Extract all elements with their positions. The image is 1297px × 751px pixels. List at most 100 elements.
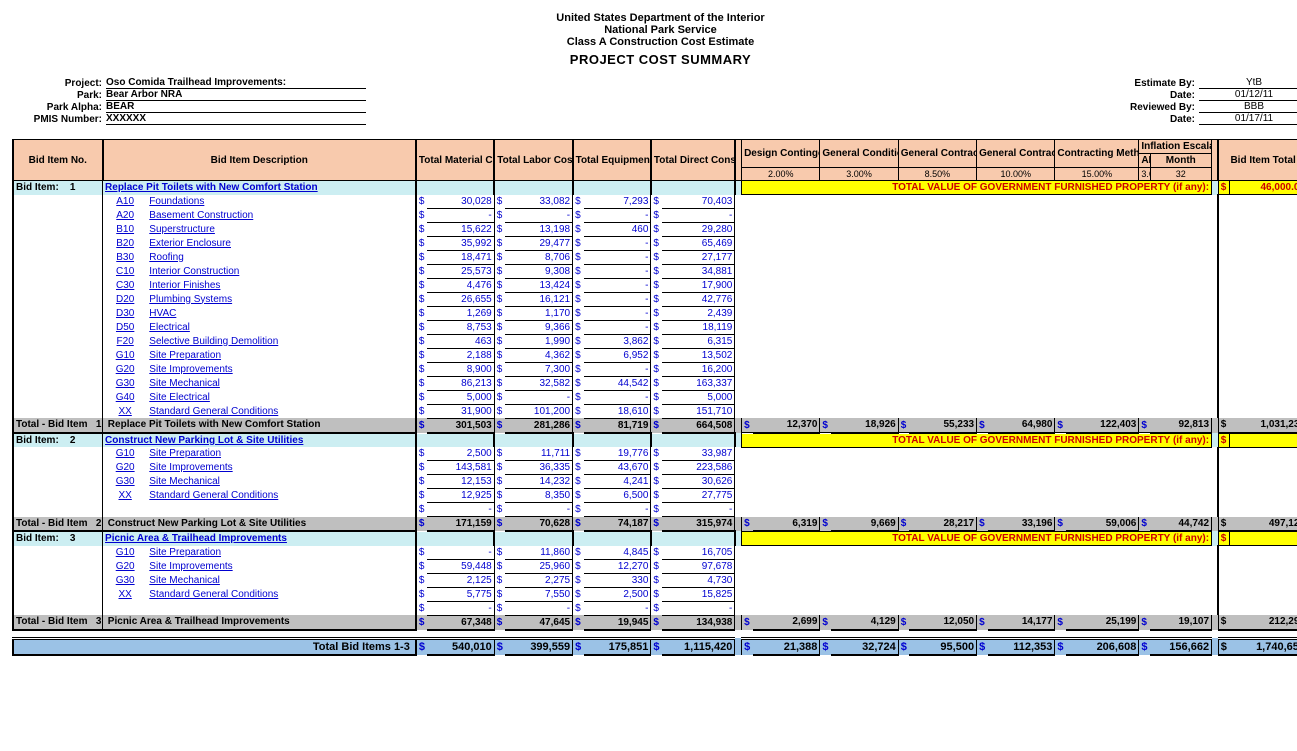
line-desc[interactable]: Superstructure (147, 222, 416, 236)
line-desc[interactable]: HVAC (147, 306, 416, 320)
amount: 29,477 (505, 236, 572, 250)
amount: 6,952 (584, 348, 651, 362)
line-code[interactable]: XX (103, 489, 148, 503)
line-desc[interactable]: Site Improvements (147, 559, 416, 573)
meta-label: Estimate By: (1134, 78, 1199, 89)
line-desc[interactable]: Site Electrical (147, 390, 416, 404)
line-desc[interactable]: Site Preparation (147, 546, 416, 560)
line-desc[interactable]: Exterior Enclosure (147, 236, 416, 250)
amount: 463 (427, 334, 494, 348)
line-code[interactable]: D30 (103, 306, 148, 320)
line-code[interactable]: F20 (103, 334, 148, 348)
line-desc[interactable]: Electrical (147, 320, 416, 334)
line-desc[interactable] (147, 601, 416, 615)
amount: 9,308 (505, 264, 572, 278)
line-code[interactable]: B20 (103, 236, 148, 250)
amount: 206,608 (1066, 638, 1139, 655)
amount: 15,825 (662, 587, 735, 601)
line-desc[interactable]: Site Preparation (147, 348, 416, 362)
line-code[interactable]: A20 (103, 208, 148, 222)
line-desc[interactable]: Standard General Conditions (147, 587, 416, 601)
line-code[interactable]: G10 (103, 447, 148, 461)
biditem-title[interactable]: Picnic Area & Trailhead Improvements (103, 531, 416, 546)
line-desc[interactable]: Standard General Conditions (147, 404, 416, 418)
cost-table: Bid Item No. Bid Item Description Total … (12, 139, 1297, 656)
line-code[interactable]: G20 (103, 461, 148, 475)
line-desc[interactable]: Site Mechanical (147, 573, 416, 587)
line-desc[interactable]: Site Mechanical (147, 376, 416, 390)
amount: 44,542 (584, 376, 651, 390)
line-code[interactable]: D50 (103, 320, 148, 334)
line-desc[interactable]: Site Improvements (147, 362, 416, 376)
line-code[interactable]: G30 (103, 376, 148, 390)
col-design: Design Contingency (742, 140, 820, 168)
pct-apr: 3.60% (1139, 168, 1150, 181)
line-code[interactable]: A10 (103, 195, 148, 209)
pct-design: 2.00% (742, 168, 820, 181)
org-line-2: National Park Service (12, 24, 1297, 36)
line-code[interactable]: G20 (103, 559, 148, 573)
amount: 399,559 (505, 638, 572, 655)
amount: 25,960 (505, 559, 572, 573)
line-code[interactable]: B10 (103, 222, 148, 236)
amount: 223,586 (662, 461, 735, 475)
section-total-title: Picnic Area & Trailhead Improvements (103, 615, 416, 630)
line-desc[interactable]: Site Improvements (147, 461, 416, 475)
amount: 65,469 (662, 236, 735, 250)
section-total-label: Total - Bid Item 1 (13, 418, 103, 433)
amount: 156,662 (1150, 638, 1212, 655)
amount: 5,000 (662, 390, 735, 404)
amount: 2,188 (427, 348, 494, 362)
line-desc[interactable]: Foundations (147, 195, 416, 209)
line-code[interactable]: XX (103, 587, 148, 601)
col-biddesc: Bid Item Description (103, 140, 416, 181)
line-code[interactable]: B30 (103, 250, 148, 264)
amount: 19,107 (1150, 615, 1212, 630)
line-desc[interactable]: Basement Construction (147, 208, 416, 222)
amount: - (584, 601, 651, 615)
biditem-title[interactable]: Construct New Parking Lot & Site Utiliti… (103, 433, 416, 448)
amount: - (505, 601, 572, 615)
meta-label: Park Alpha: (12, 102, 106, 113)
col-bidno: Bid Item No. (13, 140, 103, 181)
meta-label: Date: (1170, 114, 1199, 125)
line-code[interactable]: G10 (103, 546, 148, 560)
line-code[interactable]: G10 (103, 348, 148, 362)
section-total: 212,299 (1229, 615, 1297, 630)
line-code[interactable]: XX (103, 404, 148, 418)
line-desc[interactable]: Roofing (147, 250, 416, 264)
amount: 21,388 (753, 638, 820, 655)
line-desc[interactable]: Site Preparation (147, 447, 416, 461)
amount: 16,200 (662, 362, 735, 376)
line-code[interactable]: G40 (103, 390, 148, 404)
line-desc[interactable]: Interior Finishes (147, 278, 416, 292)
amount: - (584, 208, 651, 222)
line-code[interactable]: D20 (103, 292, 148, 306)
biditem-title[interactable]: Replace Pit Toilets with New Comfort Sta… (103, 181, 416, 195)
line-code[interactable]: C10 (103, 264, 148, 278)
amount: 25,199 (1066, 615, 1139, 630)
line-desc[interactable] (147, 503, 416, 517)
line-code[interactable]: G30 (103, 475, 148, 489)
line-desc[interactable]: Interior Construction (147, 264, 416, 278)
line-code[interactable]: G20 (103, 362, 148, 376)
line-code[interactable] (103, 601, 148, 615)
line-desc[interactable]: Selective Building Demolition (147, 334, 416, 348)
pct-gcoh: 8.50% (898, 168, 976, 181)
line-code[interactable]: G30 (103, 573, 148, 587)
amount: 12,050 (909, 615, 976, 630)
amount: 2,500 (427, 447, 494, 461)
amount: 112,353 (988, 638, 1055, 655)
col-lab: Total Labor Cost (494, 140, 572, 181)
amount: 4,845 (584, 546, 651, 560)
line-desc[interactable]: Standard General Conditions (147, 489, 416, 503)
amount: 25,573 (427, 264, 494, 278)
meta-label: Project: (12, 78, 106, 89)
line-desc[interactable]: Plumbing Systems (147, 292, 416, 306)
line-code[interactable]: C30 (103, 278, 148, 292)
amount: - (584, 236, 651, 250)
amount: 151,710 (662, 404, 735, 418)
line-code[interactable] (103, 503, 148, 517)
line-desc[interactable]: Site Mechanical (147, 475, 416, 489)
amount: 281,286 (505, 418, 572, 433)
